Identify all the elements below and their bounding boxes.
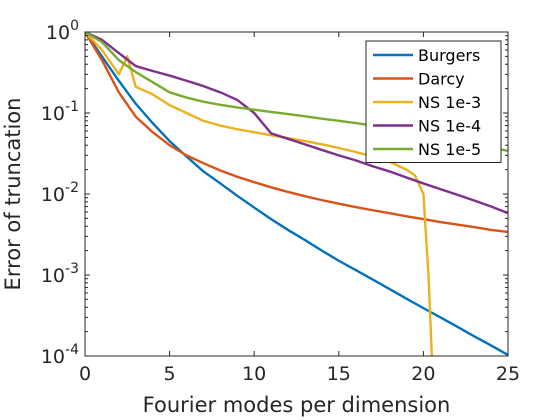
y-tick-label: 10-3 — [41, 261, 79, 287]
series-line-2 — [85, 32, 434, 356]
y-tick-exponent: -4 — [65, 342, 79, 358]
y-tick-label: 10-2 — [41, 180, 79, 206]
y-tick-exponent: -2 — [65, 180, 79, 196]
y-tick-base: 10 — [41, 265, 65, 287]
y-tick-base: 10 — [41, 346, 65, 368]
x-tick-label: 25 — [496, 363, 520, 385]
y-tick-label: 100 — [46, 18, 79, 44]
legend-label-4: NS 1e-5 — [418, 140, 481, 159]
y-axis-label: Error of truncation — [1, 98, 25, 291]
y-tick-exponent: -3 — [65, 261, 79, 277]
legend-label-1: Darcy — [418, 70, 465, 89]
x-tick-label: 5 — [164, 363, 176, 385]
x-tick-label: 20 — [411, 363, 435, 385]
x-tick-label: 15 — [327, 363, 351, 385]
legend-label-0: Burgers — [418, 46, 480, 65]
y-tick-label: 10-1 — [41, 99, 79, 125]
y-tick-base: 10 — [41, 103, 65, 125]
y-tick-base: 10 — [41, 184, 65, 206]
legend: Burgers Darcy NS 1e-3 NS 1e-4 NS 1e-5 — [365, 40, 502, 163]
x-axis-label: Fourier modes per dimension — [143, 393, 451, 417]
legend-label-2: NS 1e-3 — [418, 93, 481, 112]
x-tick-label: 0 — [79, 363, 91, 385]
series-line-1 — [85, 32, 508, 234]
y-tick-label: 10-4 — [41, 342, 79, 368]
legend-label-3: NS 1e-4 — [418, 117, 481, 136]
series-line-0 — [85, 32, 508, 356]
series-line-3 — [85, 32, 508, 215]
y-tick-base: 10 — [46, 22, 70, 44]
y-tick-exponent: -1 — [65, 99, 79, 115]
series-layer — [85, 32, 508, 356]
y-tick-exponent: 0 — [70, 18, 79, 34]
x-tick-label: 10 — [242, 363, 266, 385]
